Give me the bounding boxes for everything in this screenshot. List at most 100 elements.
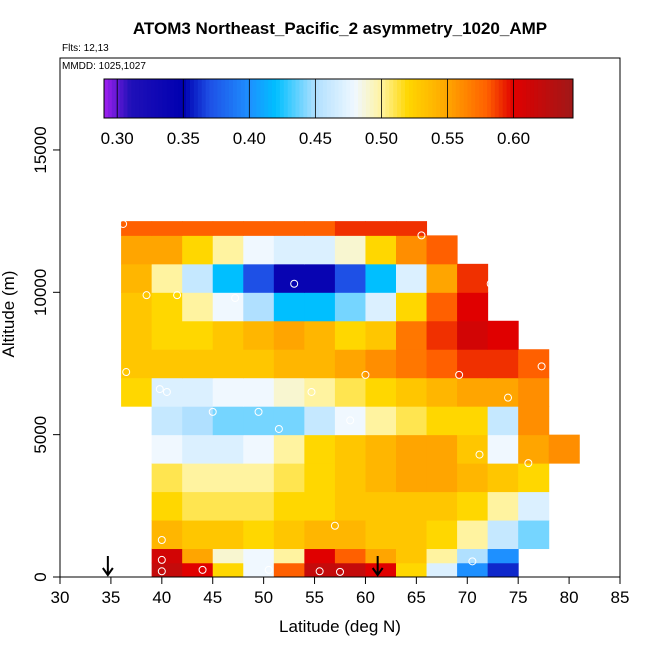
colorbar-swatch [553,79,558,118]
heatmap-cell [273,377,305,407]
colorbar-swatch [272,79,277,118]
colorbar-swatch [330,79,335,118]
heatmap-cell [334,463,366,493]
colorbar-swatch [471,79,476,118]
sample-point [361,370,370,379]
heatmap-cell [334,221,366,236]
heatmap-cell [304,562,336,578]
arrow [371,556,384,577]
colorbar-swatch [131,79,136,118]
heatmap-cell [151,221,183,236]
heatmap-cell [487,562,519,578]
colorbar-swatch [487,79,492,118]
sample-point [346,416,355,425]
heatmap-cell [212,320,244,350]
colorbar-swatch [146,79,152,118]
colorbar-swatch [275,79,281,118]
sample-point [486,279,495,288]
colorbar-swatch [416,79,421,118]
sample-point [173,291,182,300]
sample-point [122,368,131,377]
colorbar-swatch [498,79,504,118]
heatmap-cell [212,263,244,293]
heatmap-cell [457,320,489,350]
colorbar-swatch [545,79,550,118]
colorbar-swatch [162,79,167,118]
heatmap-cell [243,520,275,550]
heatmap-cell [426,320,458,350]
heatmap-cell [212,406,244,436]
colorbar-swatch [440,79,445,118]
heatmap-cell [273,263,305,293]
heatmap-cell [273,320,305,350]
sample-point [504,393,512,402]
sample-point [264,565,273,574]
colorbar-swatch [467,79,472,118]
heatmap-cell [334,349,366,379]
arrow [102,556,114,577]
heatmap-cell [273,349,305,379]
heatmap-cell [212,520,244,550]
heatmap-cell [212,235,244,265]
heatmap-cell [518,463,550,493]
sample-point [231,293,240,302]
heatmap-cell [334,520,366,550]
sample-point [524,459,533,468]
y-tick-label: 0 [31,572,50,581]
y-axis-label: Altitude (m) [0,271,18,358]
colorbar-swatch [143,79,148,118]
colorbar-swatch [334,79,339,118]
colorbar-tick-label: 0.40 [233,129,266,148]
heatmap-cell [243,349,275,379]
colorbar-swatch [221,79,226,118]
colorbar-swatch [283,79,289,118]
heatmap-cell [426,463,458,493]
heatmap-cell [151,292,183,322]
heatmap-cell [304,463,336,493]
heatmap-cell [334,263,366,293]
colorbar-swatch [248,79,253,118]
colorbar-swatch [252,79,257,118]
x-tick-label: 35 [101,588,120,607]
heatmap-cell [182,263,214,293]
x-tick-label: 40 [152,588,171,607]
heatmap-cell [487,320,519,350]
heatmap-cell [426,406,458,436]
sample-point [162,387,171,396]
heatmap-cell [365,221,397,236]
heatmap-cell [243,562,275,578]
heatmap-cell [304,548,336,564]
heatmap-cell [151,406,183,436]
heatmap-cell [426,562,458,578]
colorbar-swatch [389,79,394,118]
heatmap-cell [212,562,244,578]
colorbar-swatch [209,79,214,118]
colorbar-swatch [186,79,191,118]
colorbar-swatch [428,79,433,118]
colorbar-swatch [537,79,543,118]
sample-point [254,407,263,416]
heatmap-cell [334,548,366,564]
heatmap-cell [151,463,183,493]
colorbar-swatch [354,79,359,118]
heatmap-cell [457,548,489,564]
x-tick-label: 55 [305,588,324,607]
colorbar-swatch [475,79,480,118]
heatmap-cell [334,235,366,265]
heatmap-cell [487,520,519,550]
colorbar-swatch [436,79,441,118]
colorbar-swatch [424,79,429,118]
colorbar-swatch [502,79,507,118]
heatmap-cell [365,491,397,521]
colorbar-swatch [518,79,523,118]
colorbar-swatch [279,79,285,118]
colorbar-swatch [408,79,414,118]
colorbar-swatch [451,79,457,118]
heatmap-cell [273,562,305,578]
colorbar-swatch [291,79,296,118]
colorbar-swatch [315,79,320,118]
heatmap-cell [304,235,336,265]
colorbar-swatch [240,79,246,118]
colorbar-swatch [377,79,382,118]
heatmap-cell [426,263,458,293]
